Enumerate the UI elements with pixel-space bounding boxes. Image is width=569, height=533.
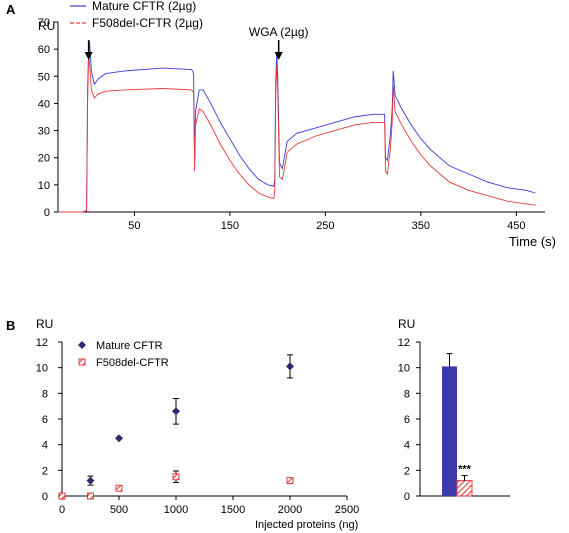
panel-a-ytick-label: 30	[38, 126, 50, 138]
panel-a-series-line-1	[58, 57, 536, 213]
panel-b-legend-marker-1	[78, 358, 86, 366]
panel-b-bar-ylabel: RU	[398, 317, 415, 331]
panel-a-arrow-head-1	[274, 52, 283, 60]
panel-b-ylabel: RU	[36, 317, 53, 331]
panel-b-point-f508del	[87, 492, 94, 500]
panel-b-point-mature	[172, 407, 180, 416]
panel-b-xlabel: Injected proteins (ng)	[255, 519, 358, 531]
panel-a-letter: A	[6, 2, 16, 17]
panel-a-xtick-label: 350	[412, 220, 430, 232]
panel-b-bar-axes: 0 2 4 6 8 10 12	[398, 337, 510, 503]
panel-b-xtick-label: 1500	[221, 504, 245, 516]
panel-b-point-f508del	[286, 477, 294, 485]
panel-a-series-line-0	[58, 40, 536, 213]
panel-b-point-mature	[115, 434, 123, 443]
panel-a-annotations: WGA (2µg)	[84, 25, 309, 60]
panel-a-xtick-label: 450	[507, 220, 525, 232]
panel-b-bar-ytick-label: 12	[398, 337, 410, 349]
panel-b-bar-0	[442, 366, 457, 496]
panel-b-point-mature	[286, 362, 294, 371]
panel-b-xtick-label: 1000	[164, 504, 188, 516]
panel-a-annotation-label-1: WGA (2µg)	[249, 25, 309, 39]
panel-b-xtick-label: 2500	[335, 504, 359, 516]
panel-a-xtick-label: 150	[221, 220, 239, 232]
panel-a-ytick-label: 0	[44, 207, 50, 219]
panel-b-ytick-label: 2	[42, 465, 48, 477]
panel-a-series	[58, 40, 536, 213]
panel-b-xtick-label: 500	[110, 504, 128, 516]
panel-a-ytick-label: 20	[38, 153, 50, 165]
panel-b-xtick-label: 2000	[278, 504, 302, 516]
panel-b-bar-ytick-label: 8	[404, 388, 410, 400]
panel-a-legend-label-0: Mature CFTR (2µg)	[92, 0, 196, 13]
panel-b-bar-ytick-label: 2	[404, 465, 410, 477]
panel-a-ytick-label: 60	[38, 44, 50, 56]
panel-a-ytick-label: 10	[38, 180, 50, 192]
panel-a-arrow-head-0	[84, 52, 93, 60]
panel-a-legend: Mature CFTR (2µg) F508del-CFTR (2µg)	[70, 0, 203, 30]
panel-b-ytick-label: 4	[42, 440, 48, 452]
panel-a-xtick-label: 50	[128, 220, 140, 232]
panel-b-ytick-label: 0	[42, 491, 48, 503]
panel-b-legend: Mature CFTR F508del-CFTR	[78, 340, 169, 369]
panel-a-ytick-label: 50	[38, 71, 50, 83]
panel-a-ylabel: RU	[38, 19, 55, 33]
panel-b-bar-1	[456, 480, 473, 497]
panel-b-legend-label-0: Mature CFTR	[96, 340, 163, 352]
panel-b-bar-significance: ***	[458, 463, 472, 475]
panel-b-point-f508del	[172, 473, 180, 481]
panel-a-xtick-label: 250	[316, 220, 334, 232]
panel-b-ytick-label: 6	[42, 414, 48, 426]
panel-a-legend-label-1: F508del-CFTR (2µg)	[92, 16, 203, 30]
panel-b-bar-ytick-label: 0	[404, 491, 410, 503]
panel-b-point-f508del	[58, 492, 66, 500]
panel-a-ytick-label: 40	[38, 98, 50, 110]
panel-b-bar-ytick-label: 10	[398, 363, 410, 375]
panel-b-letter: B	[6, 318, 15, 333]
panel-a-ytick-label: 70	[38, 17, 50, 29]
panel-b-bar-ytick-label: 6	[404, 414, 410, 426]
panel-a-xlabel: Time (s)	[509, 234, 556, 249]
panel-b-xtick-label: 0	[59, 504, 65, 516]
panel-b-point-mature	[86, 476, 95, 485]
panel-b-ytick-label: 12	[36, 337, 48, 349]
panel-b-bar-ytick-label: 4	[404, 440, 410, 452]
panel-a-axes: 0 10 20 30 40 50 60 70 50 150 250 350 450	[38, 17, 545, 232]
panel-b-ytick-label: 10	[36, 363, 48, 375]
panel-b-legend-marker-0	[78, 341, 86, 349]
panel-b-legend-label-1: F508del-CFTR	[96, 357, 169, 369]
panel-b-point-f508del	[115, 484, 123, 492]
panel-b-ytick-label: 8	[42, 388, 48, 400]
panel-b-series	[58, 354, 294, 500]
panel-b-bar-bars: ***	[442, 353, 473, 497]
